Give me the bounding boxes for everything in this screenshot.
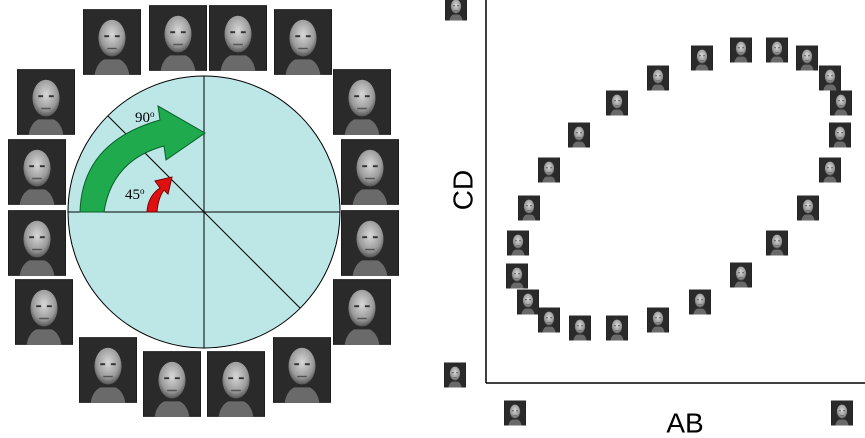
face-image: [333, 279, 391, 345]
face-image: [207, 351, 265, 417]
face-image: [444, 363, 466, 388]
face-image: [341, 210, 399, 276]
face-image: [606, 91, 628, 116]
face-image: [606, 316, 628, 341]
face-image: [830, 91, 852, 116]
face-space-plot: CD AB: [444, 0, 865, 438]
face-image: [730, 38, 752, 63]
face-image: [8, 139, 66, 205]
face-image: [568, 123, 590, 148]
face-image: [647, 66, 669, 91]
face-image: [689, 290, 711, 315]
angle-value: 45: [125, 187, 140, 203]
face-image: [518, 196, 540, 221]
face-image: [538, 308, 560, 333]
face-image: [797, 196, 819, 221]
angle-unit: o: [150, 109, 155, 119]
y-axis-label: CD: [447, 170, 478, 210]
face-image: [831, 401, 853, 426]
face-image: [819, 158, 841, 183]
face-image: [333, 69, 391, 135]
face-image: [507, 231, 529, 256]
figure: 90o 45o CD AB: [0, 0, 865, 438]
face-image: [143, 351, 201, 417]
face-image: [8, 210, 66, 276]
face-image: [504, 401, 526, 426]
angle-value: 90: [135, 110, 150, 126]
face-image: [209, 5, 267, 71]
face-image: [730, 263, 752, 288]
face-image: [506, 264, 528, 289]
face-image: [149, 5, 207, 71]
face-image: [79, 337, 137, 403]
face-image: [274, 9, 332, 75]
page: 90o 45o CD AB (() => { const data = JSON…: [0, 0, 865, 438]
face-image: [829, 123, 851, 148]
face-image: [273, 337, 331, 403]
face-image: [538, 158, 560, 183]
face-image: [691, 46, 713, 71]
face-image: [796, 46, 818, 71]
face-image: [647, 308, 669, 333]
angle-unit: o: [140, 186, 145, 196]
face-image: [819, 66, 841, 91]
face-image: [341, 139, 399, 205]
face-image: [83, 9, 141, 75]
face-image: [17, 69, 75, 135]
face-image: [766, 231, 788, 256]
face-image: [569, 316, 591, 341]
face-image: [517, 290, 539, 315]
face-image: [766, 38, 788, 63]
face-image: [15, 279, 73, 345]
rotation-diagram: 90o 45o: [8, 5, 399, 417]
face-image: [445, 0, 467, 20]
x-axis-label: AB: [666, 407, 703, 438]
